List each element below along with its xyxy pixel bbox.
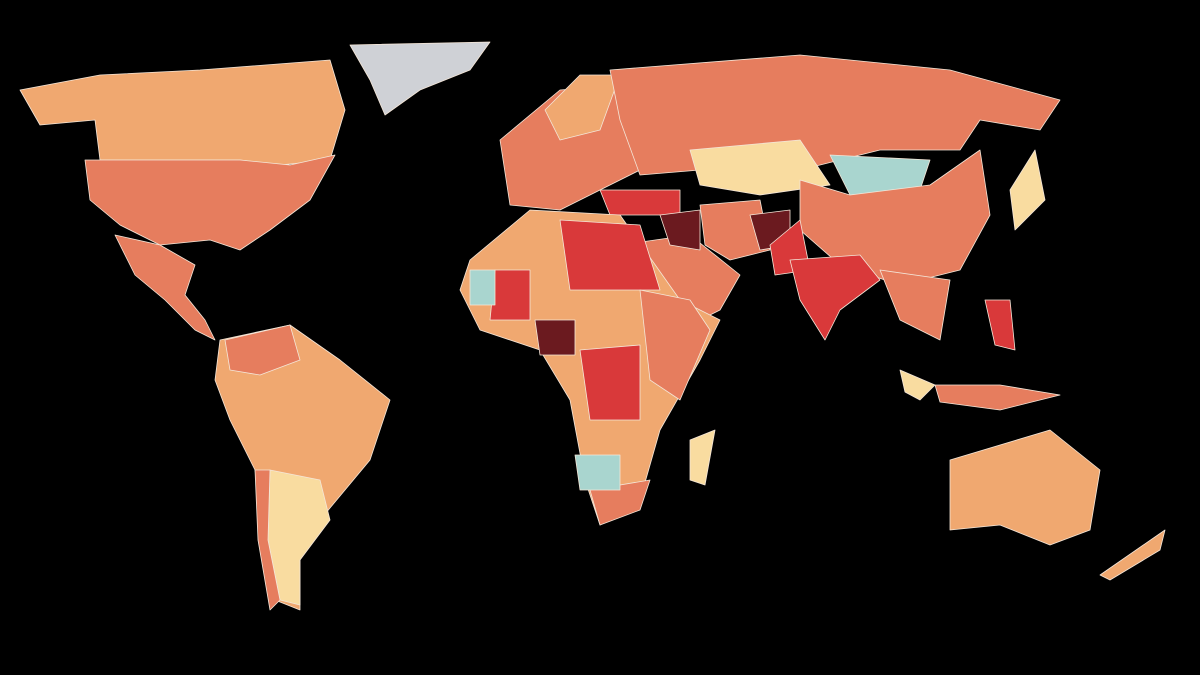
country-region — [84, 154, 336, 251]
country-region — [1099, 529, 1166, 581]
country-region — [254, 469, 281, 611]
country-region — [984, 299, 1016, 351]
country-region — [789, 254, 881, 341]
country-region — [799, 149, 991, 286]
country-region — [689, 139, 831, 196]
country-region — [1009, 149, 1046, 231]
country-region — [534, 319, 576, 356]
country-region — [899, 369, 936, 401]
country-region — [599, 189, 681, 216]
country-region — [879, 269, 951, 341]
country-region — [559, 219, 661, 291]
country-region — [224, 324, 301, 376]
country-region — [609, 54, 1061, 176]
country-region — [934, 384, 1061, 411]
country-region — [469, 269, 496, 306]
country-region — [574, 454, 621, 491]
country-region — [639, 289, 711, 401]
country-region — [659, 209, 701, 251]
country-region — [114, 234, 216, 341]
country-region — [689, 429, 716, 486]
country-region — [949, 429, 1101, 546]
country-region — [489, 269, 531, 321]
country-region — [349, 41, 491, 116]
country-region — [579, 344, 641, 421]
country-region — [589, 479, 651, 526]
country-region — [544, 74, 621, 141]
